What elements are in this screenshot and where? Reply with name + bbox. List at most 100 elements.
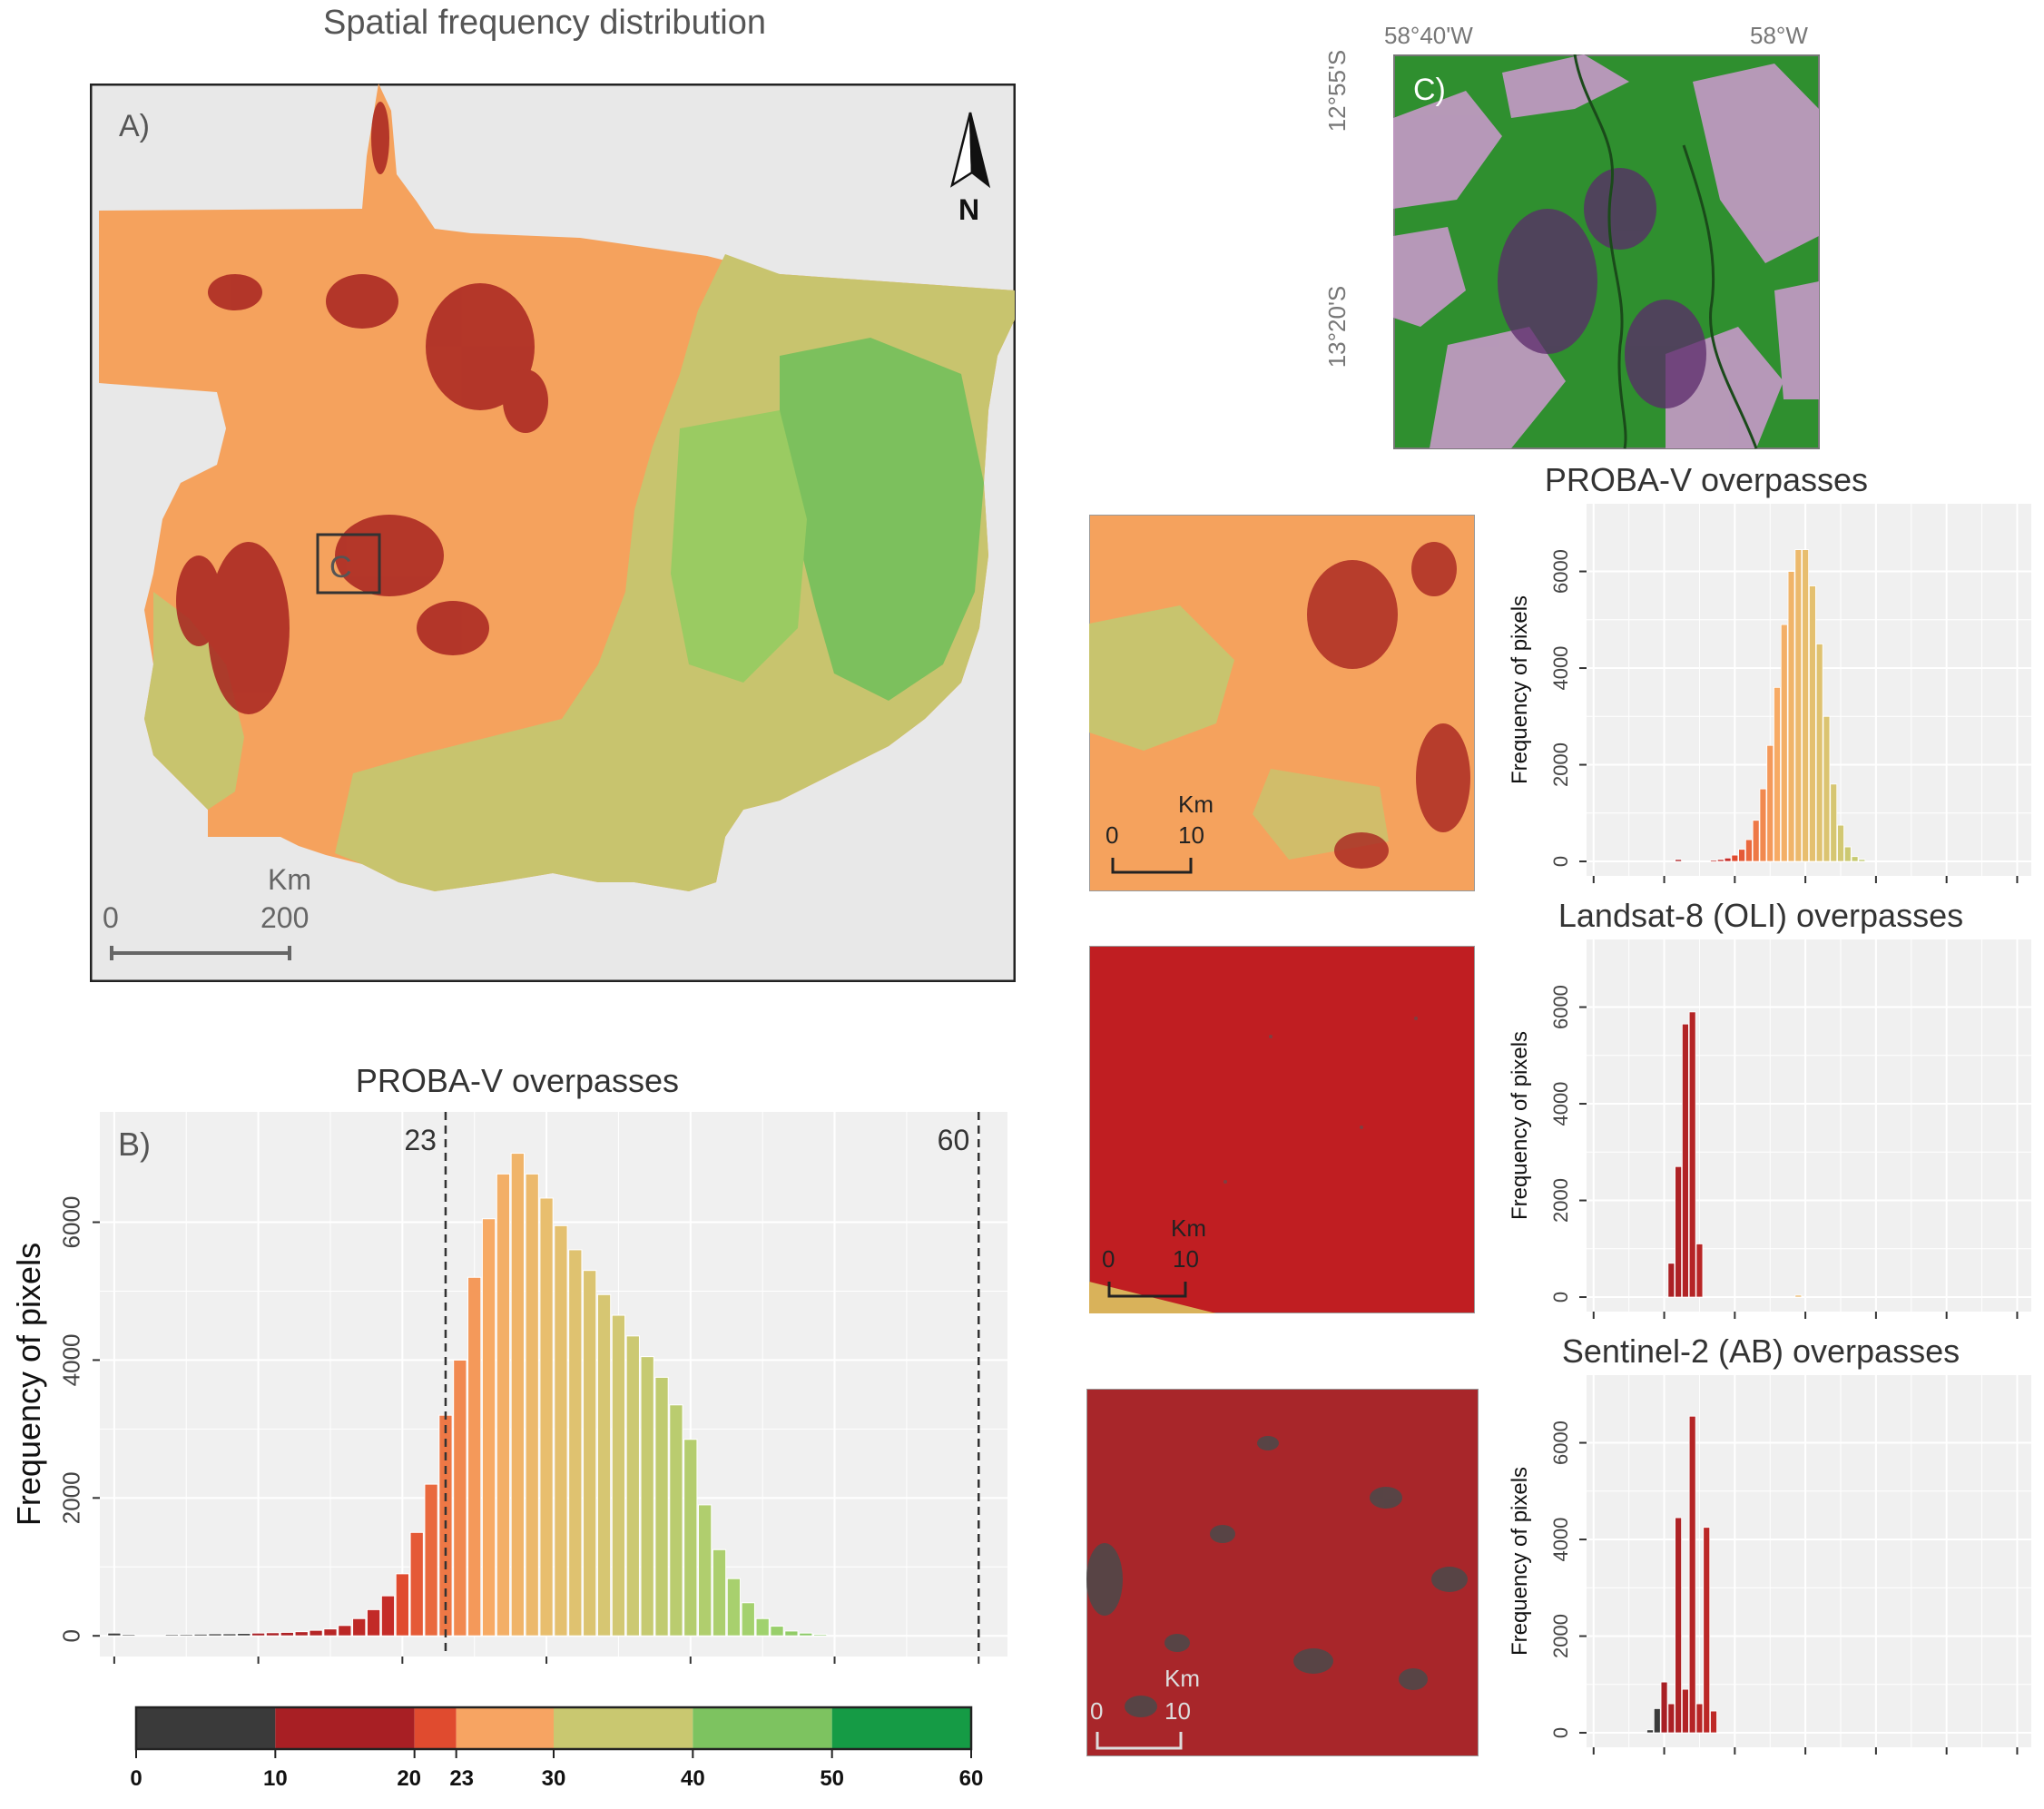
bar [770,1626,784,1637]
plot-area [1587,939,2031,1312]
inset-c-label: C [329,550,352,585]
bar [179,1634,193,1637]
inset-map-3: Km 0 10 [1086,1389,1479,1756]
legend-swatch [275,1707,415,1749]
bar [784,1630,799,1637]
bar [611,1314,626,1637]
bar [525,1173,539,1637]
y-tick-label: 4000 [1549,646,1572,691]
bar [726,1578,742,1637]
bar [1675,859,1683,862]
sat-lat-label-2: 13°20'S [1323,285,1351,369]
bar [568,1249,583,1637]
plot-area [100,1112,1007,1657]
bar [1710,1710,1717,1734]
bar [366,1608,381,1637]
bar [1837,824,1844,862]
bar [237,1633,251,1637]
bar [496,1173,511,1637]
legend-tick-label: 60 [959,1766,984,1791]
inset-3-background [1086,1389,1479,1756]
scale-unit-a: Km [268,863,311,896]
bar [712,1548,727,1637]
y-tick-label: 2000 [1549,1614,1572,1658]
bar [294,1631,309,1637]
bar [1787,571,1795,862]
bar [424,1483,438,1637]
sat-lat-label-1: 12°55'S [1323,49,1351,133]
y-tick-label: 2000 [1549,742,1572,787]
bar [409,1531,424,1637]
inset-3-scale-start: 0 [1090,1697,1103,1725]
bar [640,1356,654,1637]
bar [1851,856,1859,862]
scale-end-a: 200 [260,901,309,934]
chart-d1-title: PROBA-V overpasses [1544,461,1869,498]
north-arrow: N [950,112,991,226]
panel-label-b: B) [118,1126,151,1163]
bar [596,1293,612,1637]
bar [1794,1294,1803,1298]
y-tick-label: 6000 [58,1196,85,1249]
legend-tick-label: 0 [130,1766,142,1791]
scale-start-a: 0 [103,901,119,934]
histogram-d3: 0 2000 4000 6000 Frequency of pixels [1508,1375,2031,1755]
bar [1774,686,1781,862]
legend-tick-label: 10 [263,1766,288,1791]
inset-1-patches [1089,542,1470,869]
bar [1780,624,1788,862]
legend-tick-label: 30 [542,1766,566,1791]
vline-label: 23 [404,1124,437,1156]
y-tick-label: 6000 [1549,985,1572,1029]
legend-tick-label: 23 [449,1766,474,1791]
scale-bar-a: Km 0 200 [103,863,311,960]
river [1573,54,1627,449]
inset-2-background [1089,946,1475,1313]
map-a-panel: A) C N Km 0 200 [90,84,1016,982]
bar [1660,1681,1668,1734]
chart-d3-title: Sentinel-2 (AB) overpasses [1561,1332,1960,1370]
bar [309,1629,323,1637]
y-tick-label: 2000 [1549,1178,1572,1223]
bar [1815,644,1823,862]
bar [741,1602,755,1637]
color-legend: 0 10 20 23 30 40 50 60 [130,1706,984,1791]
inset-2-scale-start: 0 [1102,1245,1115,1273]
bar [1794,549,1803,862]
bar [323,1628,338,1637]
bar [107,1632,122,1637]
inset-2-scale-end: 10 [1173,1245,1199,1273]
inset-1-scale-end: 10 [1178,821,1204,849]
bar [338,1625,352,1637]
bar [1716,859,1725,862]
region-green-east-2 [671,410,807,683]
bar [539,1197,554,1637]
y-tick-label: 4000 [1549,1518,1572,1562]
y-axis-label: Frequency of pixels [1508,1031,1532,1220]
map-a-title: Spatial frequency distribution [323,4,766,42]
histogram-b: 23 60 0 2000 4000 6000 Frequency of pixels B) [10,1112,1007,1664]
plot-area [1587,1375,2031,1747]
histogram-d1: 0 2000 4000 6000 Frequency of pixels [1508,504,2031,883]
bar [1802,549,1810,862]
bar [208,1633,222,1637]
bar [1843,846,1852,862]
bar [1695,1244,1704,1298]
legend-swatch [831,1707,971,1749]
bar [251,1632,266,1637]
bar [1752,820,1760,862]
legend-swatch [414,1707,457,1749]
bar [1744,839,1753,862]
bar [1823,715,1831,862]
bar [122,1634,136,1637]
bar [395,1573,409,1637]
sat-lon-label-2: 58°W [1750,22,1808,49]
y-tick-label: 0 [1549,1292,1572,1303]
chart-d2-title: Landsat-8 (OLI) overpasses [1558,897,1964,934]
legend-tick-label: 40 [681,1766,705,1791]
forest-dark-areas [1498,168,1706,408]
north-label: N [958,193,979,226]
inset-c-box [316,533,381,595]
bar [1808,585,1816,862]
histogram-d2: 0 2000 4000 6000 Frequency of pixels [1508,939,2031,1319]
